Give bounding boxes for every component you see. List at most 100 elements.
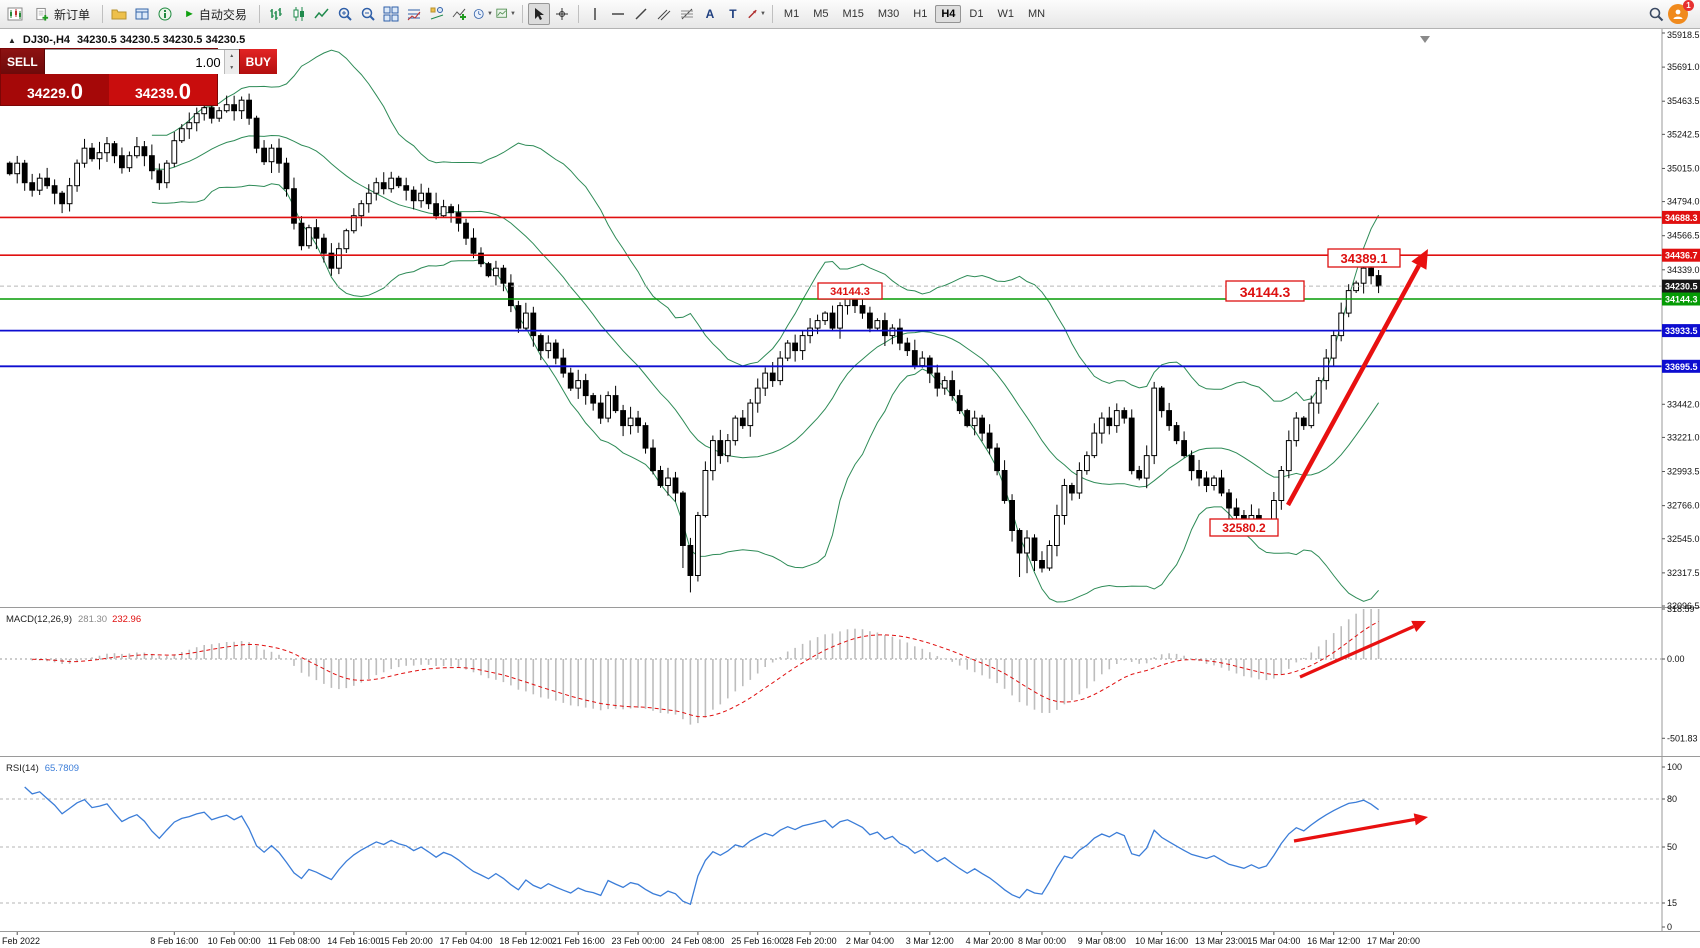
indicators-list-icon[interactable] bbox=[403, 3, 425, 25]
chart-window-icon[interactable] bbox=[4, 3, 26, 25]
timeframe-button-m5[interactable]: M5 bbox=[813, 8, 829, 20]
svg-text:34230.5: 34230.5 bbox=[1665, 282, 1698, 292]
crosshair-icon[interactable] bbox=[551, 3, 573, 25]
timeframe-button-w1[interactable]: W1 bbox=[997, 8, 1014, 20]
svg-text:13 Mar 23:00: 13 Mar 23:00 bbox=[1195, 936, 1248, 946]
toolbar-separator bbox=[258, 5, 260, 23]
zoom-in-icon[interactable] bbox=[334, 3, 356, 25]
svg-text:34688.3: 34688.3 bbox=[1665, 213, 1698, 223]
user-avatar[interactable]: 1 bbox=[1668, 0, 1694, 24]
trend-arrows bbox=[1286, 249, 1428, 843]
svg-text:15: 15 bbox=[1667, 898, 1677, 908]
chart-symbol-info: ▲ DJ30-,H4 34230.5 34230.5 34230.5 34230… bbox=[8, 34, 245, 46]
timeframe-button-m15[interactable]: M15 bbox=[842, 8, 864, 20]
ohlc-values: 34230.5 34230.5 34230.5 34230.5 bbox=[77, 34, 246, 46]
svg-text:34339.0: 34339.0 bbox=[1667, 265, 1700, 275]
data-window-icon[interactable] bbox=[154, 3, 176, 25]
chart-canvas[interactable]: 35918.5 35691.0 35463.5 35242.5 35015.0 34794… bbox=[0, 29, 1700, 948]
svg-text:3 Mar 12:00: 3 Mar 12:00 bbox=[906, 936, 954, 946]
candlestick-series bbox=[6, 93, 1382, 593]
sell-button[interactable]: SELL bbox=[1, 49, 45, 74]
channel-icon[interactable] bbox=[653, 3, 675, 25]
trend-arrow-macd[interactable] bbox=[1299, 625, 1415, 679]
text-icon[interactable]: A bbox=[705, 7, 715, 21]
price-badge-34436.7 bbox=[1662, 248, 1700, 262]
svg-text:10 Mar 16:00: 10 Mar 16:00 bbox=[1135, 936, 1188, 946]
sell-price: 34229. 0 bbox=[1, 74, 109, 105]
line-chart-icon[interactable] bbox=[311, 3, 333, 25]
price-annotation-0[interactable] bbox=[817, 282, 883, 300]
macd-label: MACD(12,26,9) 281.30 232.96 bbox=[6, 614, 141, 625]
svg-text:100: 100 bbox=[1667, 762, 1682, 772]
chart-shift-marker[interactable] bbox=[1420, 36, 1430, 43]
candlestick-chart-icon[interactable] bbox=[288, 3, 310, 25]
svg-text:34389.1: 34389.1 bbox=[1341, 251, 1388, 266]
trend-arrow-rsi-head bbox=[1413, 813, 1428, 826]
timeframe-button-m1[interactable]: M1 bbox=[783, 8, 800, 20]
vertical-line-icon[interactable] bbox=[584, 3, 606, 25]
zoom-out-icon[interactable] bbox=[357, 3, 379, 25]
price-annotation-1[interactable] bbox=[1225, 280, 1305, 302]
svg-text:33933.5: 33933.5 bbox=[1665, 326, 1698, 336]
sell-price-big-digit: 0 bbox=[70, 79, 84, 104]
add-indicator-icon[interactable] bbox=[449, 3, 471, 25]
price-annotation-3[interactable] bbox=[1209, 518, 1279, 537]
timeframe-button-mn[interactable]: MN bbox=[1027, 8, 1046, 20]
svg-text:18 Feb 12:00: 18 Feb 12:00 bbox=[499, 936, 552, 946]
tile-windows-icon[interactable] bbox=[380, 3, 402, 25]
shapes-icon[interactable]: ▼ bbox=[745, 3, 767, 25]
toolbar-separator bbox=[771, 5, 773, 23]
timeframe-button-h4[interactable]: H4 bbox=[935, 5, 962, 23]
price-badge-34144.3 bbox=[1662, 292, 1700, 306]
svg-text:8 Feb 16:00: 8 Feb 16:00 bbox=[150, 936, 198, 946]
cursor-icon[interactable] bbox=[527, 3, 550, 25]
time-axis[interactable]: Feb 2022 8 Feb 16:00 10 Feb 00:00 11 Feb 08… bbox=[2, 932, 1420, 946]
trend-arrow-rsi[interactable] bbox=[1293, 817, 1416, 843]
volume-input[interactable] bbox=[44, 50, 224, 74]
template-icon[interactable]: ▼ bbox=[495, 3, 517, 25]
period-icon[interactable]: ▼ bbox=[472, 3, 494, 25]
price-annotation-2[interactable] bbox=[1327, 248, 1401, 268]
indicator-axis[interactable]: 318.59 0.00 -501.83 100 80 50 15 0 bbox=[1662, 604, 1698, 932]
new-order-button[interactable]: 新订单 bbox=[27, 3, 97, 25]
autotrading-button[interactable]: ► 自动交易 bbox=[177, 3, 254, 25]
horizontal-line-icon[interactable] bbox=[607, 3, 629, 25]
market-watch-icon[interactable] bbox=[131, 3, 153, 25]
annotation-labels: 34144.3 34144.3 34389.1 32580.2 bbox=[817, 248, 1401, 537]
notification-badge: 1 bbox=[1683, 0, 1694, 11]
fibonacci-icon[interactable] bbox=[676, 3, 698, 25]
volume-stepper: ▲ ▼ bbox=[223, 50, 239, 74]
svg-text:32545.0: 32545.0 bbox=[1667, 534, 1700, 544]
svg-text:25 Feb 16:00: 25 Feb 16:00 bbox=[731, 936, 784, 946]
macd-signal-line bbox=[32, 621, 1379, 718]
price-badge-34688.3 bbox=[1662, 210, 1700, 224]
buy-button[interactable]: BUY bbox=[238, 49, 278, 74]
label-icon[interactable]: T bbox=[729, 7, 737, 21]
objects-list-icon[interactable] bbox=[426, 3, 448, 25]
autotrading-label: 自动交易 bbox=[198, 7, 247, 22]
volume-up-button[interactable]: ▲ bbox=[224, 50, 239, 62]
search-icon[interactable] bbox=[1645, 3, 1667, 25]
bars-chart-icon[interactable] bbox=[265, 3, 287, 25]
svg-text:4 Mar 20:00: 4 Mar 20:00 bbox=[966, 936, 1014, 946]
timeframe-button-d1[interactable]: D1 bbox=[969, 8, 984, 20]
svg-text:10 Feb 00:00: 10 Feb 00:00 bbox=[208, 936, 261, 946]
svg-text:15 Feb 20:00: 15 Feb 20:00 bbox=[380, 936, 433, 946]
buy-price: 34239. 0 bbox=[109, 74, 217, 105]
svg-text:-501.83: -501.83 bbox=[1667, 733, 1698, 743]
trendline-icon[interactable] bbox=[630, 3, 652, 25]
chart-profiles-icon[interactable] bbox=[108, 3, 130, 25]
svg-text:32580.2: 32580.2 bbox=[1222, 521, 1266, 535]
volume-down-button[interactable]: ▼ bbox=[224, 62, 239, 74]
price-axis[interactable]: 35918.5 35691.0 35463.5 35242.5 35015.0 34794… bbox=[1662, 30, 1700, 611]
chart-area[interactable]: 35918.5 35691.0 35463.5 35242.5 35015.0 34794… bbox=[0, 29, 1700, 948]
svg-text:318.59: 318.59 bbox=[1667, 604, 1695, 614]
timeframe-button-h1[interactable]: H1 bbox=[913, 8, 928, 20]
trend-arrow-main[interactable] bbox=[1286, 264, 1421, 507]
timeframe-button-m30[interactable]: M30 bbox=[877, 8, 900, 20]
svg-text:35015.0: 35015.0 bbox=[1667, 163, 1700, 173]
svg-text:34144.3: 34144.3 bbox=[830, 286, 870, 298]
svg-text:35463.5: 35463.5 bbox=[1667, 96, 1700, 106]
svg-text:15 Mar 04:00: 15 Mar 04:00 bbox=[1247, 936, 1300, 946]
